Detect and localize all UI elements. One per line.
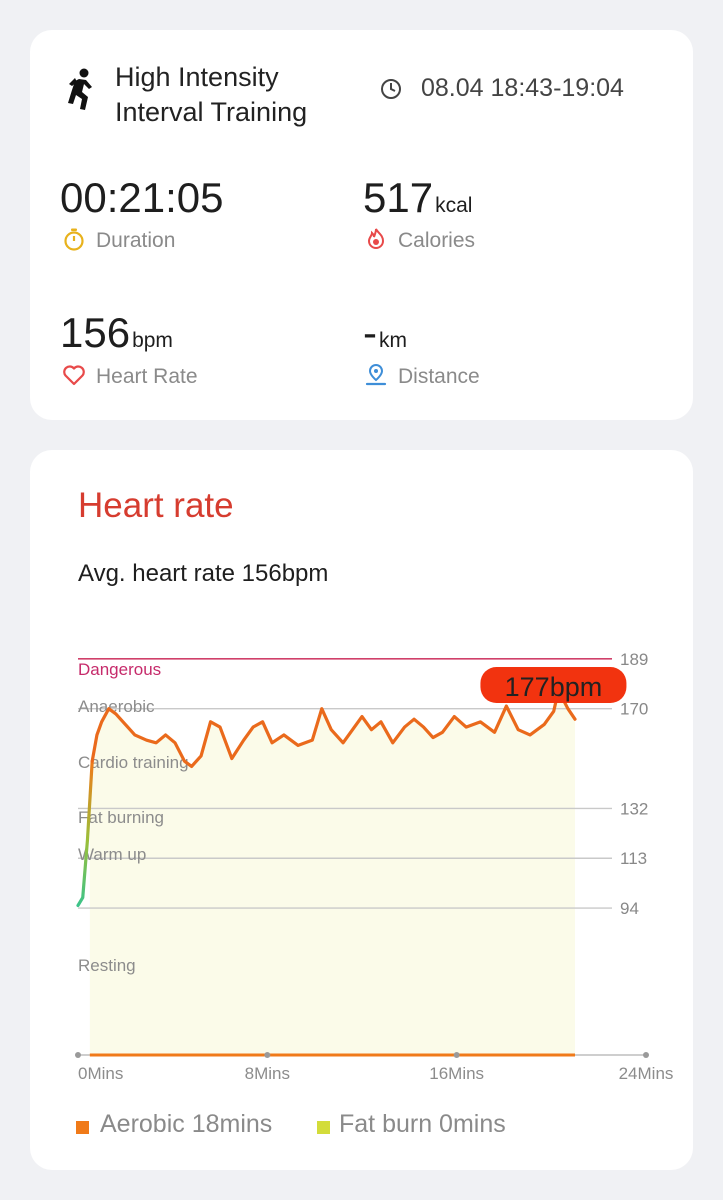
- legend-swatch-fat-burn: [317, 1121, 330, 1134]
- stopwatch-icon: [64, 228, 84, 251]
- zone-threshold-warm-up: 94: [620, 899, 639, 918]
- heart-rate-line-warmup: [76, 759, 94, 908]
- flame-icon: [367, 228, 385, 249]
- x-tick-dot: [75, 1052, 81, 1058]
- zone-label-resting: Resting: [78, 956, 136, 975]
- heart-rate-line: [90, 688, 577, 769]
- heart-rate-card: Heart rate Avg. heart rate 156bpm 189 Dan…: [30, 450, 693, 1170]
- x-tick-label: 24Mins: [619, 1064, 674, 1083]
- zone-label-fat-burning: Fat burning: [78, 808, 164, 827]
- peak-tooltip-pointer: [552, 688, 565, 702]
- heart-rate-label: Heart Rate: [96, 365, 198, 388]
- x-tick-dot: [264, 1052, 271, 1058]
- calories-value: 517kcal: [363, 174, 473, 221]
- x-tick-label: 16Mins: [429, 1064, 484, 1083]
- duration-value: 00:21:05: [60, 174, 224, 221]
- legend-label-fat-burn: Fat burn 0mins: [339, 1110, 506, 1138]
- x-tick-dot: [643, 1052, 649, 1058]
- legend-label-aerobic: Aerobic 18mins: [100, 1110, 273, 1138]
- distance-value: -km: [363, 309, 407, 356]
- workout-title-line2: Interval Training: [115, 97, 308, 127]
- duration-label: Duration: [96, 229, 176, 252]
- zone-threshold-fat-burning: 113: [620, 849, 647, 868]
- zone-label-cardio-training: Cardio training: [78, 753, 189, 772]
- location-pin-icon: [365, 363, 387, 386]
- workout-summary-card: High Intensity Interval Training 08.04 1…: [30, 30, 693, 420]
- zone-label-dangerous: Dangerous: [78, 660, 161, 679]
- heart-rate-value: 156bpm: [60, 309, 173, 356]
- calories-label: Calories: [398, 229, 476, 252]
- zone-label-warm-up: Warm up: [78, 845, 146, 864]
- heart-rate-section-title: Heart rate: [78, 486, 234, 525]
- zone-threshold-cardio-training: 132: [620, 799, 648, 818]
- zone-threshold-dangerous: 189: [620, 650, 648, 669]
- workout-title: High Intensity Interval Training: [115, 60, 375, 130]
- peak-value-label: 177bpm: [505, 672, 603, 702]
- zone-label-anaerobic: Anaerobic: [78, 697, 155, 716]
- heart-rate-chart: 189 Dangerous 170 Anaerobic 132 Cardio traini…: [75, 650, 674, 1083]
- heart-icon: [63, 365, 85, 386]
- legend-swatch-aerobic: [76, 1121, 89, 1134]
- x-tick-dot: [453, 1052, 460, 1058]
- workout-title-line1: High Intensity: [115, 62, 279, 92]
- peak-tooltip-bubble: [480, 667, 627, 703]
- heart-rate-area-fill: [89, 690, 576, 1055]
- x-tick-label: 0Mins: [78, 1064, 123, 1083]
- workout-time-range: 08.04 18:43-19:04: [421, 74, 624, 102]
- zone-threshold-anaerobic: 170: [620, 700, 648, 719]
- x-tick-label: 8Mins: [245, 1064, 290, 1083]
- running-person-icon: [68, 68, 92, 110]
- distance-label: Distance: [398, 365, 480, 388]
- clock-icon: [381, 79, 401, 99]
- average-heart-rate: Avg. heart rate 156bpm: [78, 560, 329, 587]
